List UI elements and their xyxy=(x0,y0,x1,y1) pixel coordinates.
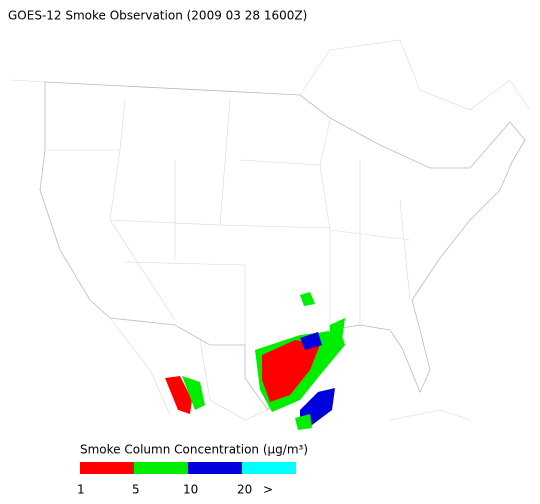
colorbar-label: 20 xyxy=(237,483,252,497)
colorbar: 1 5 10 20 > xyxy=(77,462,296,497)
smoke-area xyxy=(165,376,192,414)
colorbar-label: 10 xyxy=(183,483,198,497)
smoke-area xyxy=(300,292,315,306)
smoke-area xyxy=(295,414,312,430)
color-swatch xyxy=(134,462,188,474)
color-swatch xyxy=(80,462,134,474)
smoke-area xyxy=(300,332,322,350)
mexico-outline xyxy=(109,317,471,421)
us-outline xyxy=(39,81,526,411)
smoke-area xyxy=(330,318,345,345)
map-title: GOES-12 Smoke Observation (2009 03 28 16… xyxy=(8,9,307,23)
smoke-area xyxy=(262,340,320,402)
state-lines xyxy=(45,99,411,345)
legend-title: Smoke Column Concentration (μg/m³) xyxy=(80,443,308,457)
color-swatch xyxy=(188,462,242,474)
colorbar-label: 5 xyxy=(132,483,140,497)
smoke-area xyxy=(182,376,205,410)
basemap xyxy=(9,39,531,421)
colorbar-label: > xyxy=(263,483,273,497)
colorbar-label: 1 xyxy=(77,483,85,497)
canada-outline xyxy=(9,39,531,111)
smoke-overlay xyxy=(165,292,345,430)
color-swatch xyxy=(242,462,296,474)
